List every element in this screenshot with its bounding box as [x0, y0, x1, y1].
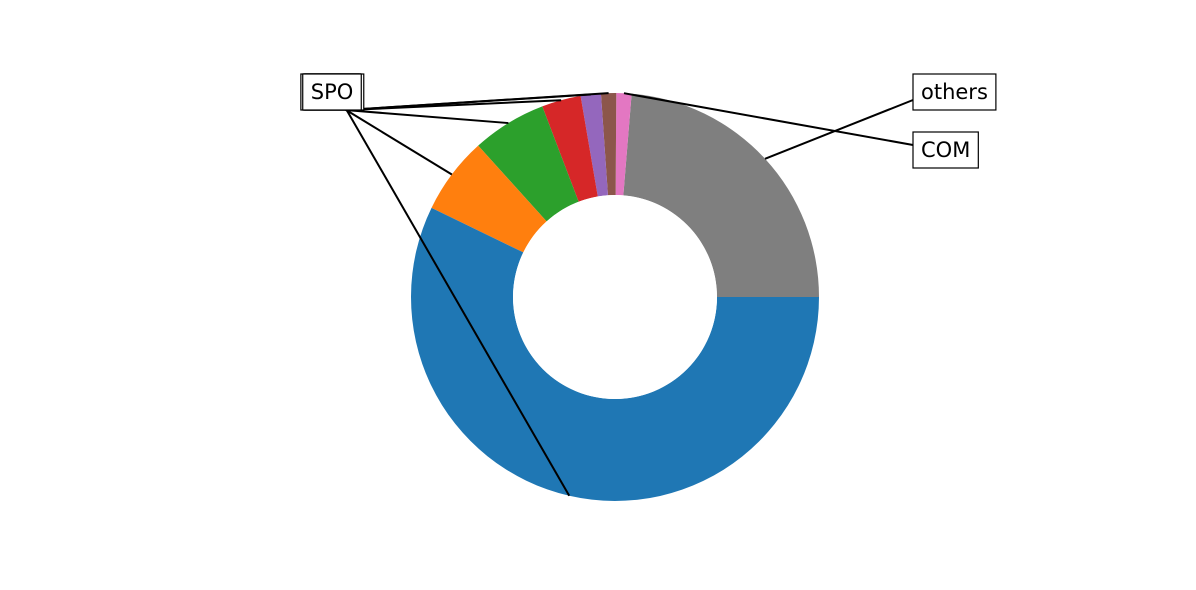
leader-line-qua — [347, 99, 562, 111]
leader-line-others — [764, 99, 914, 160]
label-others: others — [921, 80, 988, 104]
leader-line-ori — [345, 109, 509, 125]
leader-line-per — [345, 109, 453, 176]
slice-per — [431, 145, 547, 253]
callout-com: COM — [623, 92, 979, 169]
label-com: COM — [921, 138, 970, 162]
slice-com — [615, 93, 632, 196]
callout-group: othersCOMSTALEOQUAORIPERSPO — [300, 73, 997, 497]
slice-group — [411, 93, 820, 501]
callout-others: others — [764, 73, 997, 160]
slice-ori — [478, 106, 579, 222]
slice-others — [623, 93, 819, 298]
label-spo: SPO — [311, 80, 354, 104]
callout-spo: SPO — [302, 73, 571, 497]
label-box-com — [912, 131, 979, 169]
slice-spo — [411, 207, 820, 501]
label-box-spo — [302, 73, 362, 111]
donut-hole — [513, 195, 717, 399]
leader-line-spo — [345, 109, 571, 497]
leader-line-com — [623, 92, 914, 146]
label-box-others — [912, 73, 997, 111]
slice-leo — [580, 93, 608, 197]
slice-sta — [600, 93, 617, 196]
slice-qua — [542, 95, 598, 202]
